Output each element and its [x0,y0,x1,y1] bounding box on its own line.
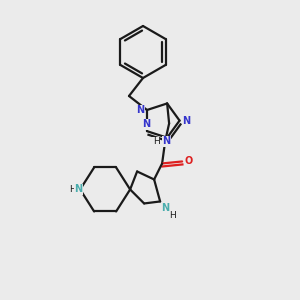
Text: H: H [169,211,176,220]
Text: N: N [182,116,190,126]
Text: H: H [69,185,76,194]
Text: N: N [161,203,169,214]
Text: N: N [142,119,150,129]
Text: N: N [74,184,82,194]
Text: H: H [153,137,160,146]
Text: N: N [162,136,170,146]
Text: N: N [136,105,144,115]
Text: O: O [185,157,193,166]
